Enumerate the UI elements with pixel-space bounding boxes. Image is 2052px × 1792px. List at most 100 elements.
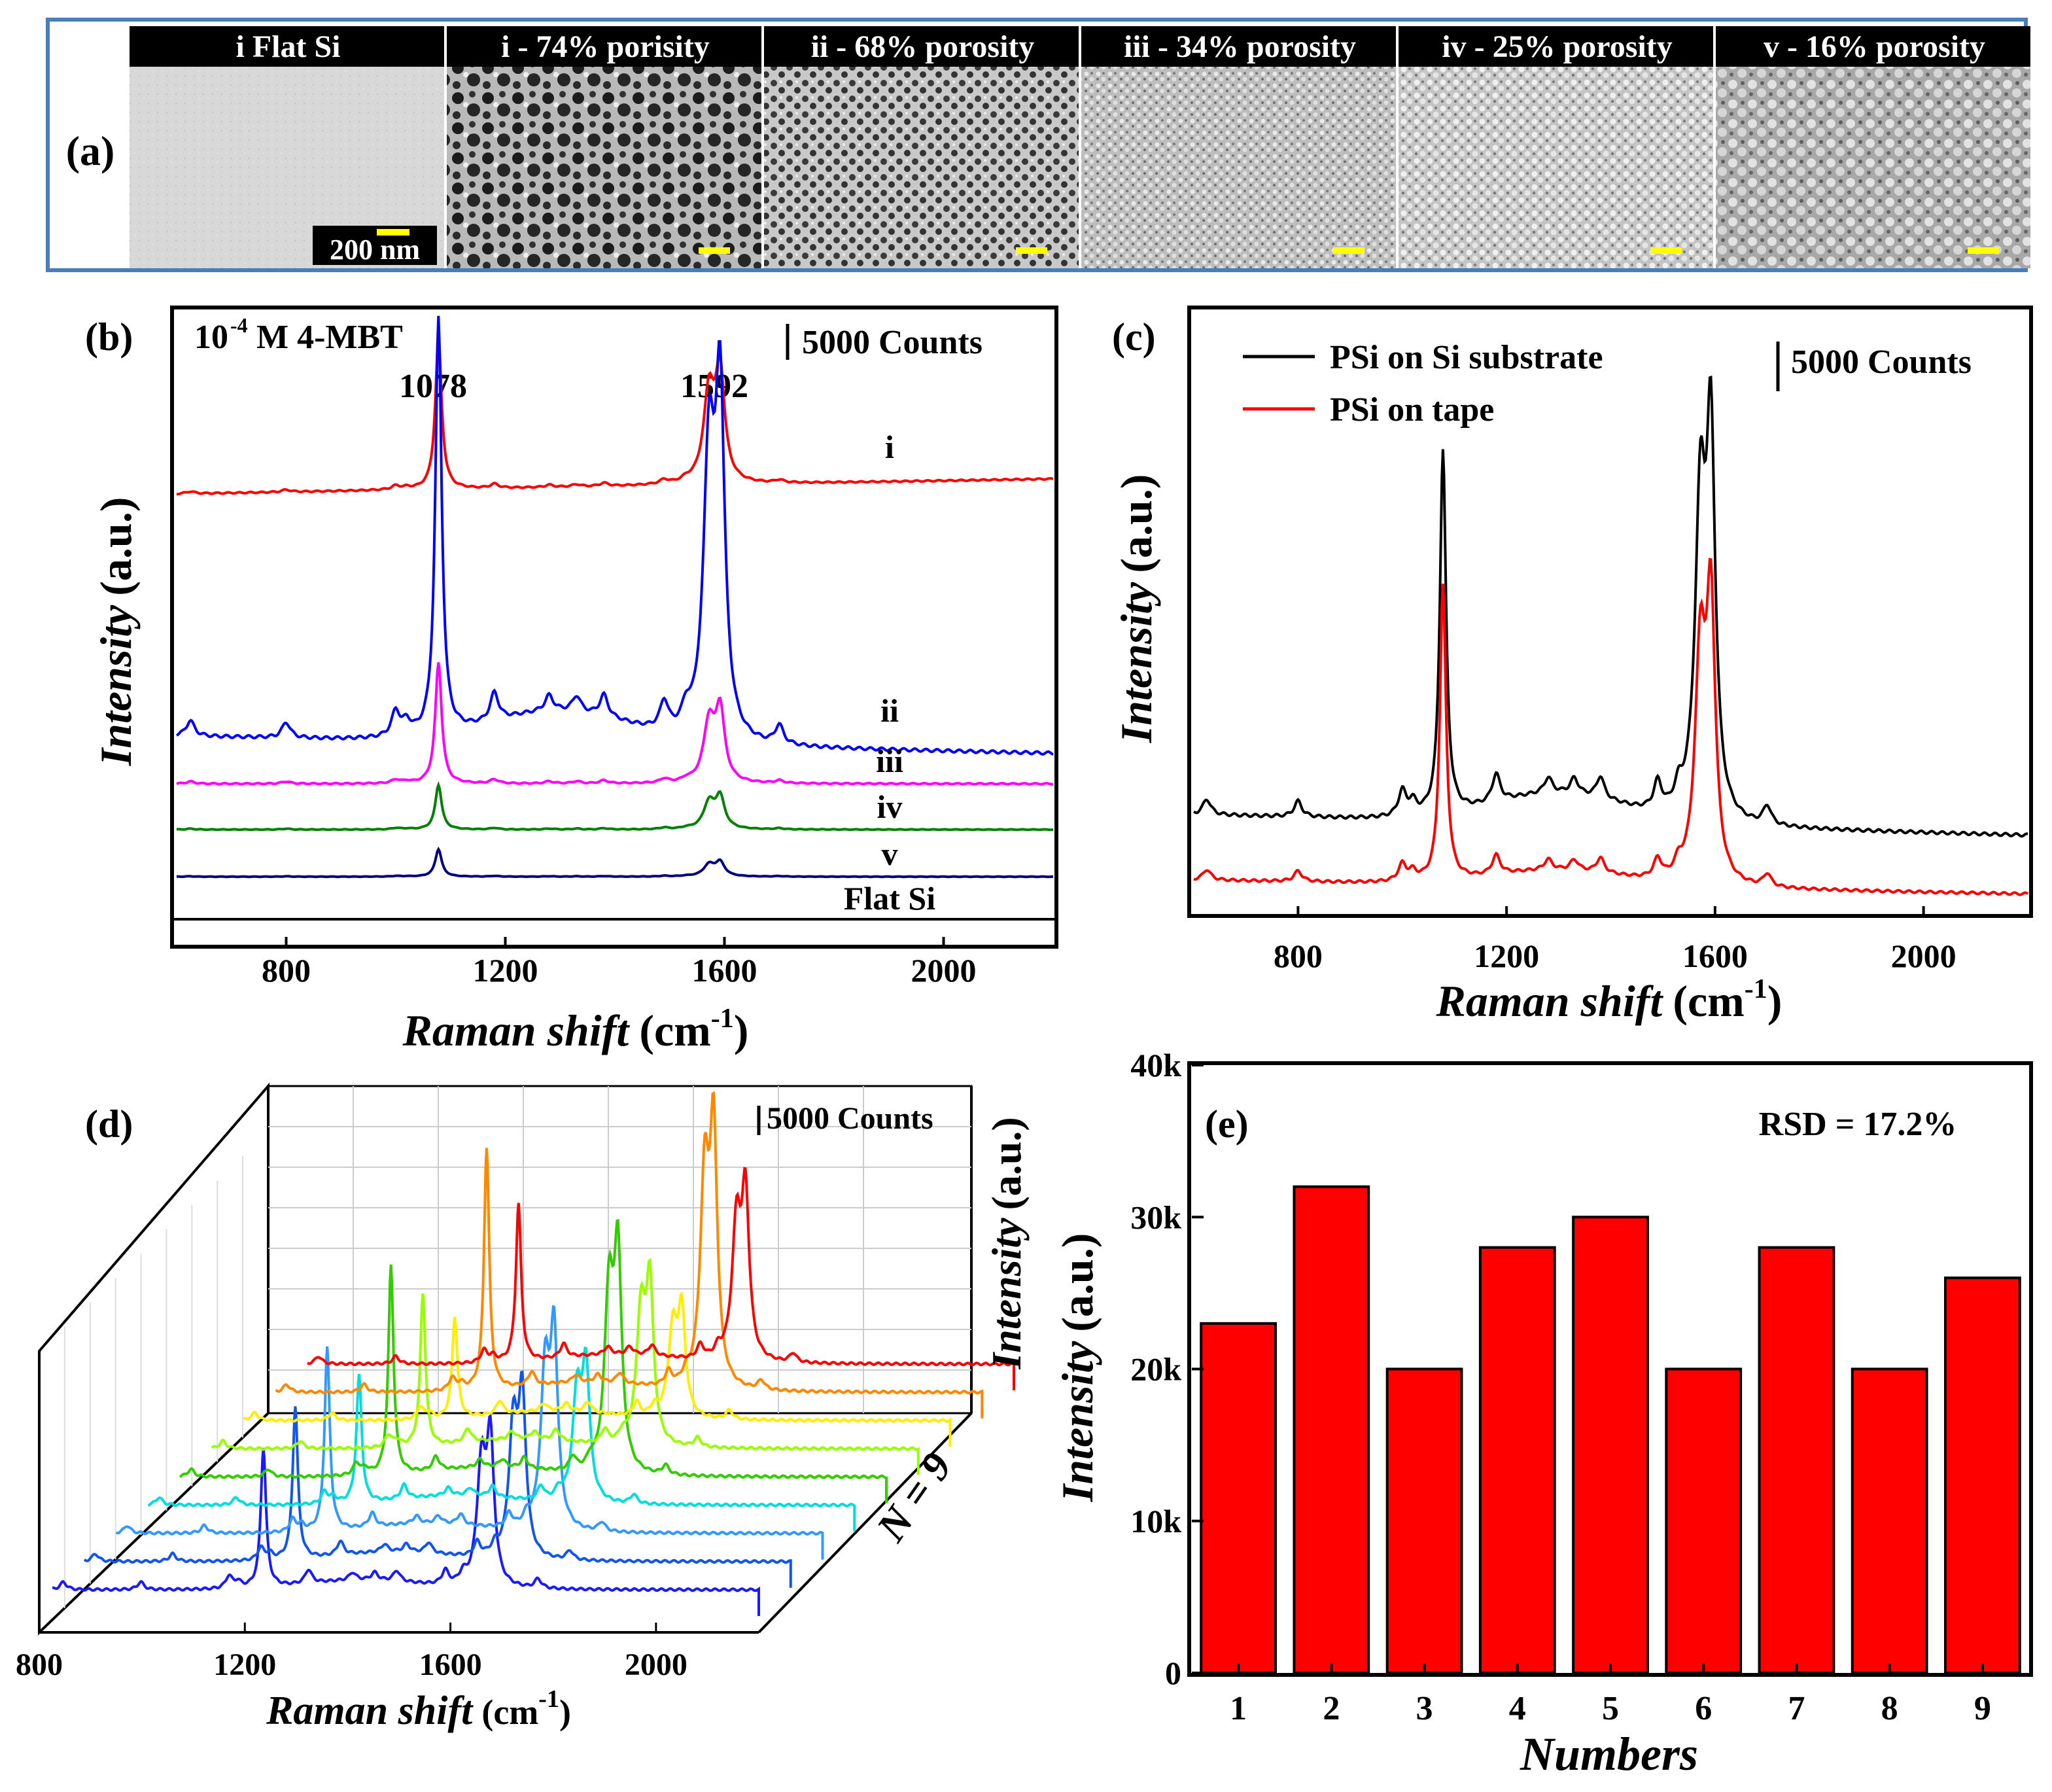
panel-d-xtick-label-2: 1600 xyxy=(419,1647,482,1682)
panel-b-xtick-label-3: 2000 xyxy=(911,952,977,989)
panel-e-xlabel: Numbers xyxy=(1520,1728,1698,1780)
sem-tile-label-1: i - 74% porisity xyxy=(501,29,710,64)
panel-e-bar-3 xyxy=(1385,1367,1463,1674)
panel-a: (a) i Flat Si 200 nm i - 74% porisity ii - … xyxy=(46,18,2030,272)
scale-bar-3 xyxy=(1333,247,1365,254)
scale-bar-1 xyxy=(699,247,730,254)
sem-tile-header-1 xyxy=(447,26,761,67)
panel-e-ytick-label-4: 40k xyxy=(1130,1047,1181,1083)
panel-d-trace-2 xyxy=(83,1370,792,1588)
panel-e-xtick-label-6: 7 xyxy=(1788,1690,1805,1727)
panel-c-xtick-label-0: 800 xyxy=(1274,938,1323,974)
sem-tiles: i Flat Si 200 nm i - 74% porisity ii - 68% … xyxy=(130,26,2030,268)
panel-d-trace-8 xyxy=(275,1091,984,1419)
panel-c-traces xyxy=(1193,376,2029,896)
panel-b-series-label-i: i xyxy=(885,429,894,465)
panel-d-traces xyxy=(52,1091,1015,1616)
panel-e-bar-6 xyxy=(1665,1367,1743,1674)
panel-b-label: (b) xyxy=(85,315,133,359)
sem-tile-label-3: iii - 34% porosity xyxy=(1124,29,1356,64)
panel-d-trace-6 xyxy=(211,1257,920,1475)
panel-b-peak-label-1592: 1592 xyxy=(680,368,748,405)
panel-d-depth-axis xyxy=(757,1412,973,1634)
panel-b-xtick-label-2: 1600 xyxy=(692,952,757,989)
panel-e-bar-8 xyxy=(1851,1367,1928,1674)
panel-e-bar-4 xyxy=(1478,1246,1556,1674)
panel-d-xtick-label-1: 1200 xyxy=(213,1647,276,1682)
panel-b-series-label-iv: iv xyxy=(877,788,903,825)
sem-tile-image-2 xyxy=(764,67,1079,268)
panel-d-x-ticks: 800 1200 1600 2000 xyxy=(16,1623,687,1682)
sem-tile-label-2: ii - 68% porosity xyxy=(811,29,1035,64)
panel-b-trace-v xyxy=(177,847,1054,879)
panel-b-peak-label-1078: 1078 xyxy=(399,368,467,405)
panel-d-ylabel: Intensity(a.u.) xyxy=(983,1117,1030,1369)
panel-d-left-wall xyxy=(38,1082,270,1636)
panel-e-annotation: RSD = 17.2% xyxy=(1759,1106,1957,1143)
panel-e-y-ticks: 0 10k 20k 30k 40k xyxy=(1130,1047,1204,1691)
scale-bar-4 xyxy=(1650,247,1682,254)
panel-e-xtick-label-2: 3 xyxy=(1416,1690,1433,1727)
panel-d-xtick-label-3: 2000 xyxy=(625,1647,687,1682)
panel-e-bar-1 xyxy=(1200,1322,1277,1674)
panel-c: (c) PSi on Si substrate PSi on tape 5000… xyxy=(1111,306,2033,1026)
panel-b-title-exp: -4 xyxy=(230,313,248,337)
panel-e-x-ticks: 1 2 3 4 5 6 7 8 9 xyxy=(1230,1664,1991,1727)
panel-d-3d-box xyxy=(38,1082,973,1636)
sem-tile-header-5 xyxy=(1716,26,2030,67)
panel-b-series-label-flat-si: Flat Si xyxy=(844,880,935,917)
panel-b-xtick-label-0: 800 xyxy=(262,952,311,989)
panel-b-trace-iii xyxy=(176,662,1054,786)
panel-e-xtick-label-7: 8 xyxy=(1881,1690,1898,1727)
sem-tile-header-2 xyxy=(764,26,1079,67)
panel-d-trace-5 xyxy=(179,1218,888,1503)
panel-b-xtick-label-1: 1200 xyxy=(473,952,538,989)
panel-c-ylabel: Intensity(a.u.) xyxy=(1111,474,1161,744)
panel-d-trace-4 xyxy=(148,1346,856,1532)
sem-tile-label-5: v - 16% porosity xyxy=(1764,29,1985,64)
sem-tile-header-3 xyxy=(1081,26,1396,67)
panel-c-xtick-label-2: 1600 xyxy=(1682,938,1748,974)
panel-c-xtick-label-1: 1200 xyxy=(1474,938,1539,974)
panel-b-traces xyxy=(176,315,1054,879)
panel-d-trace-3 xyxy=(115,1305,824,1560)
panel-e-xtick-label-8: 9 xyxy=(1974,1690,1991,1727)
panel-e-ytick-label-0: 0 xyxy=(1165,1655,1181,1691)
panel-b-scale-note: 5000 Counts xyxy=(802,324,983,361)
sem-tile-image-5 xyxy=(1716,67,2030,268)
panel-b-series-label-ii: ii xyxy=(880,692,899,729)
panel-d-trace-1 xyxy=(52,1413,760,1616)
panel-e-bar-5 xyxy=(1572,1216,1649,1674)
panel-a-label: (a) xyxy=(66,128,115,174)
scale-bar-label: 200 nm xyxy=(330,234,420,266)
panel-c-legend-red: PSi on tape xyxy=(1330,391,1494,429)
panel-e-xtick-label-4: 5 xyxy=(1602,1690,1619,1727)
panel-b-trace-iv xyxy=(176,781,1054,832)
panel-e-ytick-label-1: 10k xyxy=(1130,1503,1181,1539)
panel-e-ytick-label-2: 20k xyxy=(1130,1351,1181,1388)
panel-c-scale-note: 5000 Counts xyxy=(1791,343,1972,381)
panel-e-ytick-label-3: 30k xyxy=(1130,1199,1181,1235)
sem-tile-image-4 xyxy=(1399,67,1713,268)
panel-b-x-ticks: 800 1200 1600 2000 xyxy=(262,937,977,989)
panel-c-label: (c) xyxy=(1112,315,1156,359)
panel-d-label: (d) xyxy=(85,1102,133,1146)
panel-b-title: M 4-MBT xyxy=(256,319,403,356)
sem-tile-header-4 xyxy=(1399,26,1713,67)
panel-c-x-ticks: 800 1200 1600 2000 xyxy=(1274,906,1956,974)
panel-e-bar-9 xyxy=(1944,1276,2021,1674)
panel-e-label: (e) xyxy=(1205,1102,1249,1146)
panel-c-trace-1 xyxy=(1193,557,2029,896)
panel-b-frame xyxy=(170,306,1058,949)
panel-d-xtick-label-0: 800 xyxy=(16,1647,63,1682)
sem-tile-image-3 xyxy=(1081,67,1396,268)
panel-e-ylabel: Intensity(a.u.) xyxy=(1052,1233,1102,1503)
panel-b-title-base: 10 xyxy=(194,319,228,356)
panel-c-trace-0 xyxy=(1193,376,2028,838)
scale-bar-0 xyxy=(377,229,409,236)
panel-e-xtick-label-1: 2 xyxy=(1323,1690,1340,1727)
panel-d-xlabel: Raman shift (cm-1) xyxy=(266,1685,571,1733)
scale-bar-5 xyxy=(1968,247,1999,254)
panel-c-legend-black: PSi on Si substrate xyxy=(1330,339,1603,376)
